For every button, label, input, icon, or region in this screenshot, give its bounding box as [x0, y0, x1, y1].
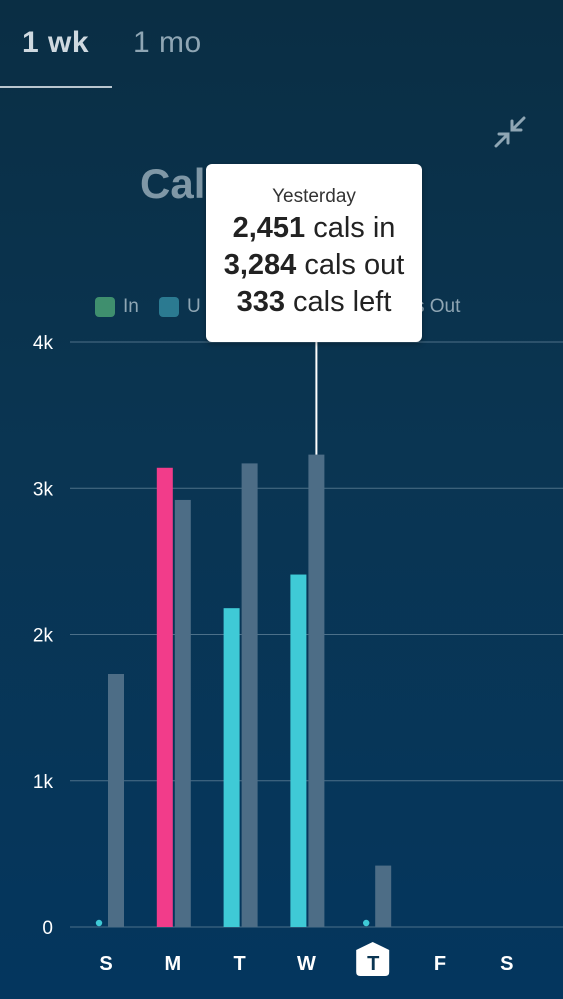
legend-swatch-in — [95, 297, 115, 317]
x-tick-label: T — [367, 953, 379, 975]
tooltip-line-left: 333 cals left — [206, 286, 422, 319]
bar-cals-in-dot — [95, 919, 103, 927]
y-tick-label: 0 — [42, 918, 53, 939]
y-tick-label: 3k — [33, 479, 54, 500]
x-tick-label: F — [434, 953, 446, 975]
tab-1-month[interactable]: 1 mo — [133, 26, 202, 59]
bar-cals-in-dot — [363, 919, 370, 927]
tooltip-value-out: 3,284 — [223, 249, 297, 281]
bar-cals-in — [156, 467, 173, 927]
legend-label-under: U — [187, 296, 201, 317]
tooltip-header: Yesterday — [272, 186, 356, 207]
period-tabs: 1 wk 1 mo — [0, 0, 563, 88]
tooltip-text-out: cals out — [296, 249, 405, 281]
bar-cals-in — [290, 574, 307, 927]
x-tick-label: S — [99, 953, 112, 975]
legend-label-out: s Out — [415, 296, 461, 317]
legend-item-under: U — [159, 296, 201, 318]
chart-legend: In U s Out — [95, 296, 495, 320]
y-tick-label: 1k — [33, 772, 54, 793]
bar-cals-out — [108, 673, 124, 927]
bar-cals-out — [174, 499, 191, 927]
bar-cals-in — [223, 608, 240, 927]
bar-cals-out — [375, 865, 392, 927]
legend-item-out: s Out — [415, 296, 460, 318]
tab-1-week[interactable]: 1 wk — [22, 26, 90, 59]
bar-cals-out — [241, 463, 258, 927]
x-tick-label: M — [164, 953, 181, 975]
legend-swatch-under — [159, 297, 179, 317]
tooltip-text-in: cals in — [305, 212, 396, 244]
selected-day-marker — [356, 942, 390, 976]
tooltip-value-left: 333 — [236, 286, 285, 318]
day-tooltip: Yesterday 2,451 cals in 3,284 cals out 3… — [206, 164, 422, 342]
tooltip-line-out: 3,284 cals out — [206, 249, 422, 282]
tooltip-text-left: cals left — [285, 286, 392, 318]
tooltip-line-in: 2,451 cals in — [206, 212, 422, 245]
y-tick-label: 2k — [33, 626, 54, 647]
x-tick-label: W — [297, 953, 316, 975]
x-tick-label: T — [233, 953, 245, 975]
x-tick-label: S — [500, 953, 513, 975]
active-tab-indicator — [0, 86, 112, 88]
collapse-arrows-icon[interactable] — [492, 114, 528, 150]
tooltip-value-in: 2,451 — [232, 212, 306, 244]
y-tick-label: 4k — [33, 333, 54, 354]
chart-title: Cal — [140, 160, 206, 207]
legend-label-in: In — [123, 296, 139, 317]
bar-cals-out — [308, 454, 325, 927]
legend-item-in: In — [95, 296, 139, 318]
